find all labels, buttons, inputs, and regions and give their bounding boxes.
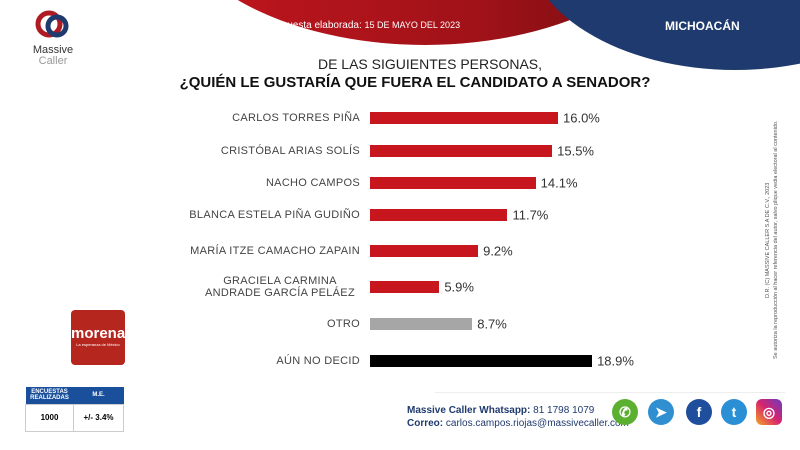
margin-value: +/- 3.4% bbox=[73, 403, 124, 432]
survey-date-value: 15 DE MAYO DEL 2023 bbox=[364, 20, 461, 30]
bar bbox=[370, 355, 593, 367]
bar bbox=[370, 245, 479, 257]
value-label: 15.5% bbox=[557, 143, 594, 159]
copyright-line-2: Se autoriza la reproducción al hacer ref… bbox=[773, 120, 779, 360]
party-name: morena bbox=[71, 325, 126, 342]
instagram-icon[interactable]: ◎ bbox=[756, 399, 782, 425]
email-label: Correo: bbox=[407, 418, 444, 429]
category-label: BLANCA ESTELA PIÑA GUDIÑO bbox=[189, 209, 360, 221]
bar bbox=[370, 318, 473, 330]
logo-text: Massive bbox=[32, 44, 74, 56]
twitter-icon[interactable]: t bbox=[721, 399, 747, 425]
region-label: MICHOACÁN bbox=[665, 19, 740, 33]
bar bbox=[370, 209, 508, 221]
bar bbox=[370, 145, 553, 157]
contact-info: Massive Caller Whatsapp: 81 1798 1079 Co… bbox=[407, 404, 629, 430]
email-link[interactable]: carlos.campos.riojas@massivecaller.com bbox=[445, 418, 629, 429]
category-label: CRISTÓBAL ARIAS SOLÍS bbox=[220, 145, 360, 157]
value-label: 18.9% bbox=[597, 353, 634, 369]
category-label: AÚN NO DECID bbox=[276, 355, 360, 367]
chart-title: DE LAS SIGUIENTES PERSONAS, bbox=[317, 56, 543, 72]
value-label: 5.9% bbox=[444, 279, 474, 295]
bar bbox=[370, 112, 558, 124]
surveys-header: ENCUESTAS REALIZADAS bbox=[25, 387, 74, 404]
copyright-line-1: D.R. (C) MASSIVE CALLER S.A DE C.V., 202… bbox=[765, 182, 771, 298]
party-tagline: La esperanza de México bbox=[76, 342, 120, 347]
value-label: 11.7% bbox=[512, 207, 549, 223]
bar bbox=[370, 281, 440, 293]
survey-stats-table: ENCUESTAS REALIZADAS M.E. 1000 +/- 3.4% bbox=[25, 387, 124, 432]
divider bbox=[435, 392, 785, 393]
header-blue-banner bbox=[548, 0, 800, 70]
category-label: CARLOS TORRES PIÑA bbox=[232, 112, 360, 124]
header-red-banner bbox=[237, 0, 613, 45]
survey-date: Última encuesta elaborada: 15 DE MAYO DE… bbox=[240, 20, 460, 31]
facebook-icon[interactable]: f bbox=[686, 399, 712, 425]
value-label: 14.1% bbox=[540, 175, 578, 191]
whatsapp-label: Massive Caller Whatsapp: bbox=[407, 405, 531, 416]
survey-label: Última encuesta elaborada: bbox=[240, 20, 362, 31]
header-banner bbox=[237, 0, 800, 70]
category-label: OTRO bbox=[327, 318, 360, 330]
copyright-notice: D.R. (C) MASSIVE CALLER S.A DE C.V., 202… bbox=[764, 100, 782, 380]
logo-icon bbox=[35, 10, 69, 38]
whatsapp-icon[interactable]: ✆ bbox=[612, 399, 638, 425]
category-label: NACHO CAMPOS bbox=[265, 177, 360, 189]
telegram-icon[interactable]: ➤ bbox=[648, 399, 674, 425]
chart-subtitle: ¿QUIÉN LE GUSTARÍA QUE FUERA EL CANDIDAT… bbox=[179, 74, 651, 91]
margin-header: M.E. bbox=[73, 387, 124, 404]
whatsapp-number[interactable]: 81 1798 1079 bbox=[533, 405, 595, 416]
category-label: MARÍA ITZE CAMACHO ZAPAIN bbox=[190, 245, 360, 257]
category-label: GRACIELA CARMINA ANDRADE GARCÍA PELÁEZ bbox=[205, 275, 355, 299]
logo-text-2: Caller bbox=[38, 55, 68, 67]
morena-logo: morena La esperanza de México bbox=[71, 310, 125, 365]
massive-caller-logo: Massive Caller bbox=[30, 10, 76, 67]
value-label: 9.2% bbox=[483, 243, 513, 259]
value-label: 8.7% bbox=[477, 316, 507, 332]
surveys-value: 1000 bbox=[25, 403, 74, 432]
value-label: 16.0% bbox=[563, 110, 600, 126]
bar bbox=[370, 177, 536, 189]
